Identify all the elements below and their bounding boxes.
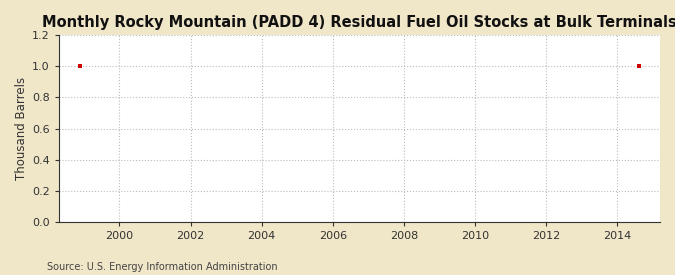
Title: Monthly Rocky Mountain (PADD 4) Residual Fuel Oil Stocks at Bulk Terminals: Monthly Rocky Mountain (PADD 4) Residual…: [42, 15, 675, 30]
Text: Source: U.S. Energy Information Administration: Source: U.S. Energy Information Administ…: [47, 262, 278, 272]
Y-axis label: Thousand Barrels: Thousand Barrels: [15, 77, 28, 180]
